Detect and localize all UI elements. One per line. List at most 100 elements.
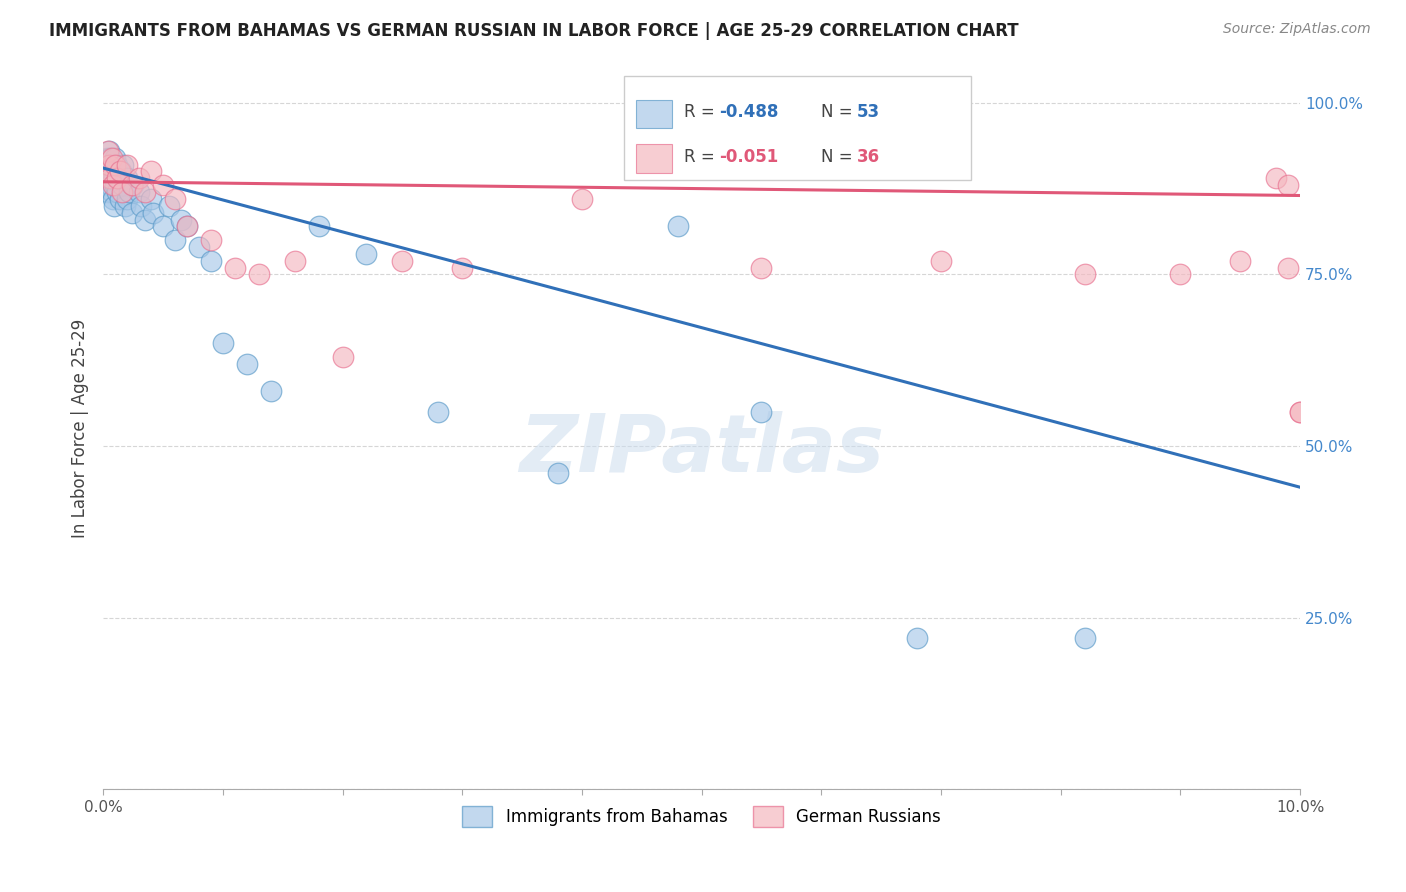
Point [115,192,138,206]
Point [224,260,246,275]
Point [134,185,156,199]
Point [104,178,127,193]
Point [103,171,125,186]
Point [139,192,162,206]
Point [98,178,121,193]
Point [200,233,222,247]
Point [97,158,120,172]
Point [1289,405,1312,419]
Text: R =: R = [683,148,720,166]
Point [107,171,129,186]
Point [751,405,773,419]
Point [110,164,132,178]
Point [391,253,413,268]
Text: ZIPatlas: ZIPatlas [519,411,884,490]
Point [1277,178,1299,193]
Point [751,260,773,275]
Point [100,185,122,199]
Point [1277,260,1299,275]
Point [112,158,135,172]
Point [284,253,307,268]
Point [356,247,378,261]
Point [107,158,129,172]
Point [100,151,122,165]
Point [176,219,198,234]
Text: N =: N = [821,148,858,166]
Bar [636,100,672,128]
Point [107,171,129,186]
Point [104,158,127,172]
Point [211,336,233,351]
Point [200,253,222,268]
Point [94,171,117,186]
Text: -0.051: -0.051 [720,148,779,166]
Point [451,260,474,275]
Point [98,171,121,186]
Point [96,164,118,178]
Point [111,185,134,199]
Point [115,171,138,186]
Point [104,151,127,165]
Point [98,158,121,172]
Point [1265,171,1288,186]
Point [96,178,118,193]
Point [571,192,593,206]
Point [100,158,122,172]
Point [139,164,162,178]
Point [427,405,450,419]
Point [142,205,165,219]
Point [108,192,131,206]
Point [118,185,141,199]
Point [103,199,125,213]
Point [187,240,209,254]
Point [97,144,120,158]
Text: -0.488: -0.488 [720,103,779,121]
Point [98,151,121,165]
Point [122,178,145,193]
Point [547,467,569,481]
Point [1289,405,1312,419]
Text: Source: ZipAtlas.com: Source: ZipAtlas.com [1223,22,1371,37]
Point [98,164,121,178]
Point [101,164,124,178]
Point [152,178,174,193]
Point [96,151,118,165]
Point [308,219,330,234]
Point [97,185,120,199]
Point [247,268,270,282]
Point [176,219,198,234]
Point [121,178,143,193]
Point [157,199,180,213]
Point [1229,253,1251,268]
Point [666,219,689,234]
Y-axis label: In Labor Force | Age 25-29: In Labor Force | Age 25-29 [72,319,89,539]
Legend: Immigrants from Bahamas, German Russians: Immigrants from Bahamas, German Russians [454,798,949,835]
Point [1073,268,1095,282]
Point [101,192,124,206]
Point [1168,268,1191,282]
Point [163,233,186,247]
Text: 36: 36 [858,148,880,166]
Point [905,631,928,645]
Point [332,350,354,364]
Point [101,178,124,193]
Point [260,384,283,398]
Point [236,357,259,371]
Text: N =: N = [821,103,858,121]
Point [170,212,193,227]
Bar [636,144,672,172]
Point [128,171,150,186]
Point [98,144,121,158]
Point [929,253,952,268]
Point [111,178,134,193]
Point [152,219,174,234]
FancyBboxPatch shape [624,76,972,180]
Text: 53: 53 [858,103,880,121]
Text: IMMIGRANTS FROM BAHAMAS VS GERMAN RUSSIAN IN LABOR FORCE | AGE 25-29 CORRELATION: IMMIGRANTS FROM BAHAMAS VS GERMAN RUSSIA… [49,22,1019,40]
Point [134,212,156,227]
Point [108,164,131,178]
Point [1073,631,1095,645]
Point [128,185,150,199]
Point [115,158,138,172]
Point [121,205,143,219]
